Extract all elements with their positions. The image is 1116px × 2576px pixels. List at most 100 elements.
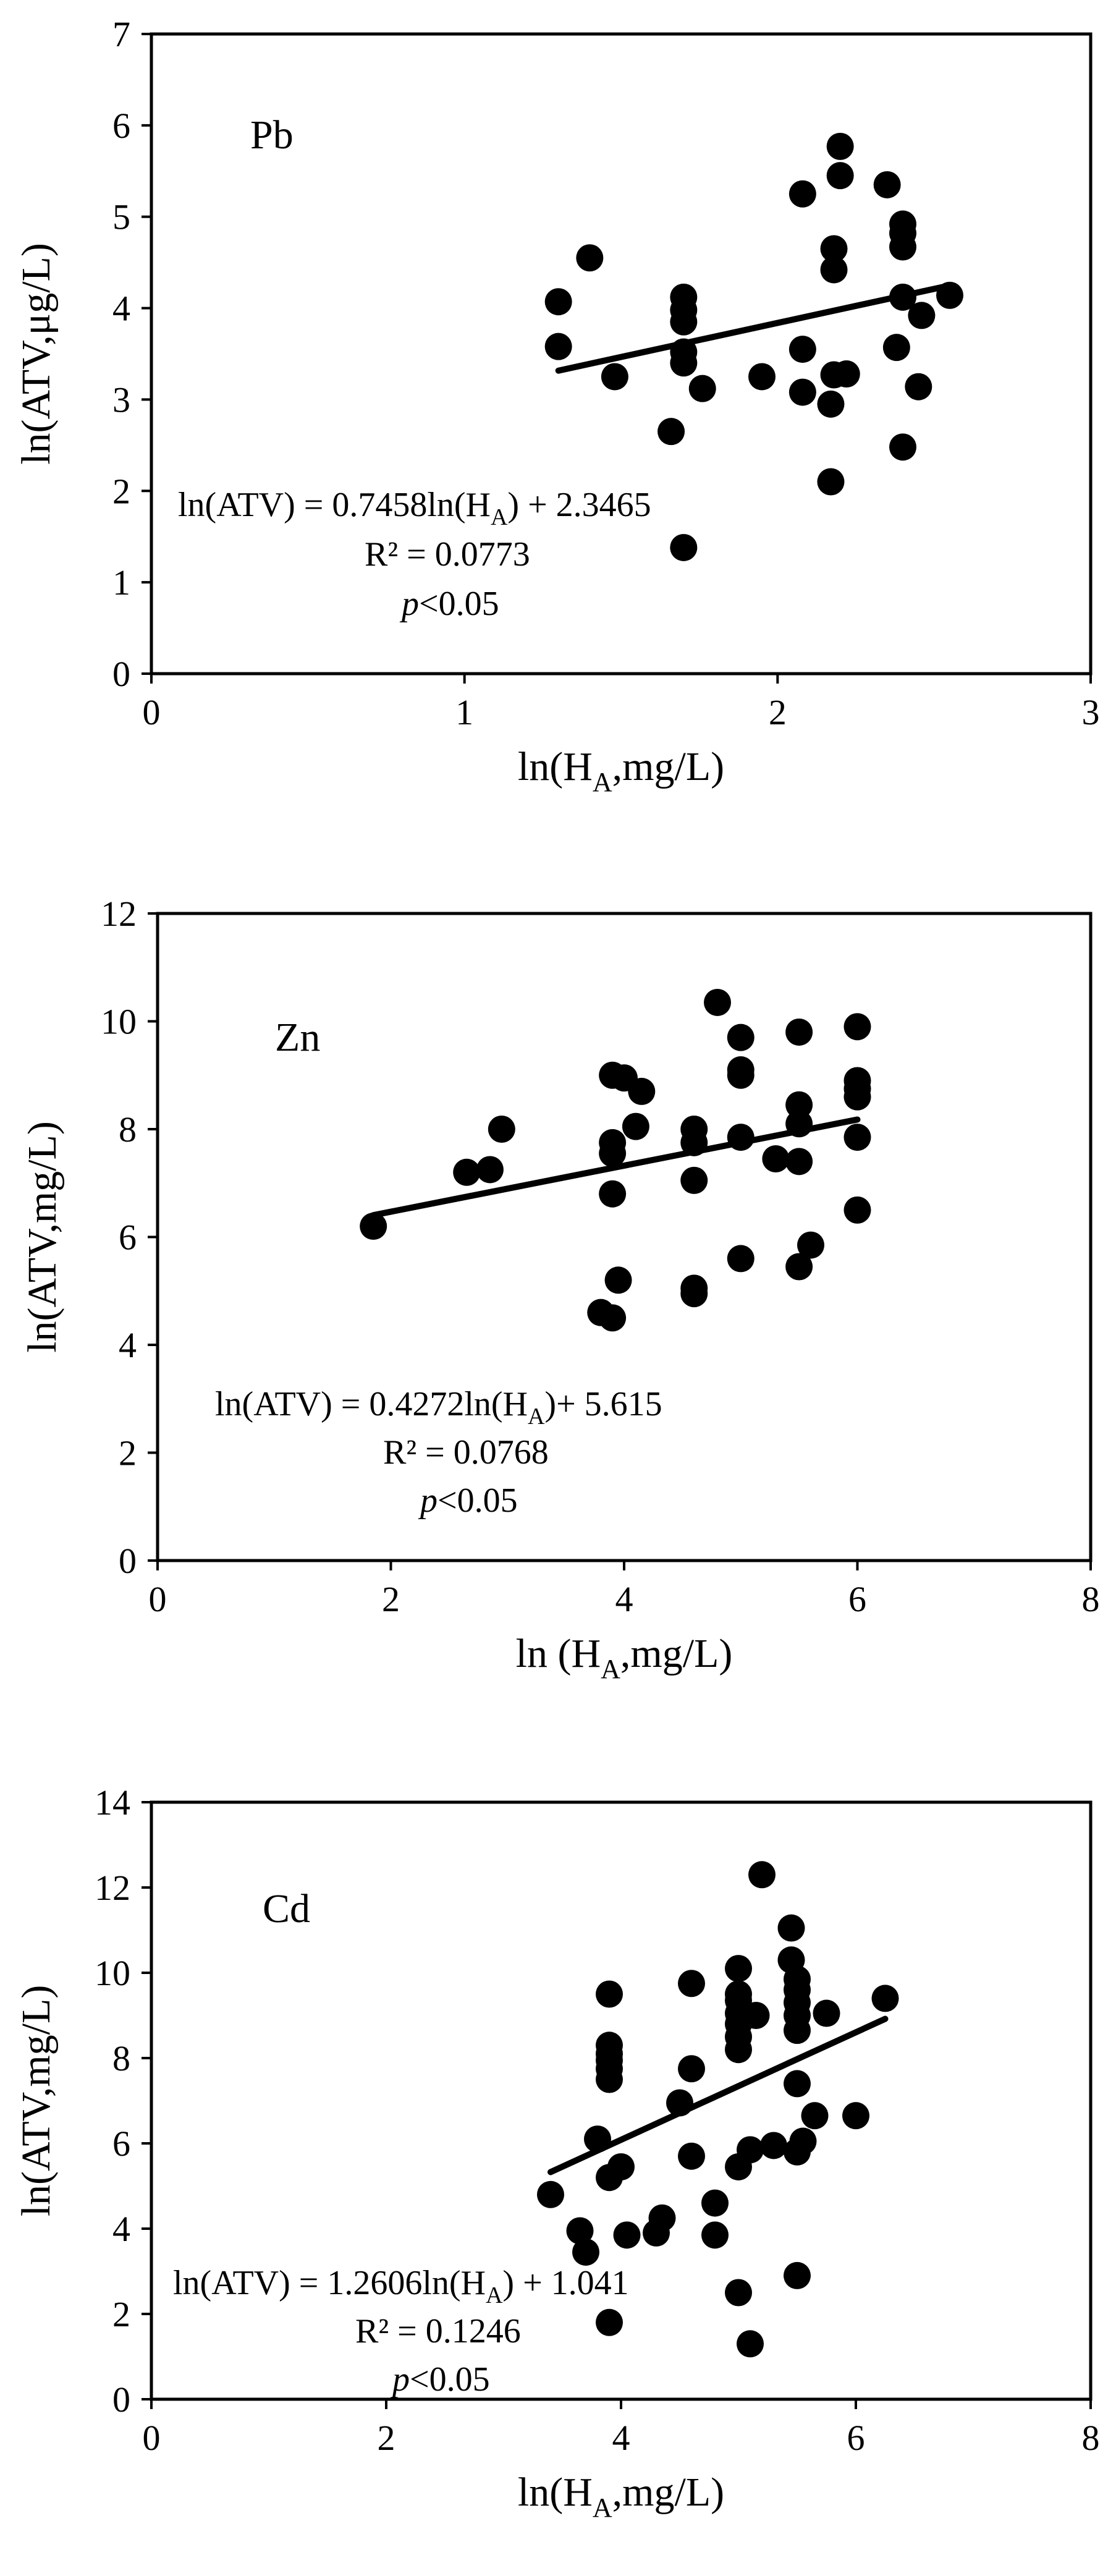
y-tick-label: 6 — [112, 2124, 130, 2164]
data-point — [670, 308, 698, 336]
data-point — [725, 1980, 752, 2008]
data-point — [843, 1124, 871, 1151]
x-tick-label: 0 — [143, 2418, 161, 2458]
data-point — [788, 378, 816, 406]
x-axis-title: ln(HA,mg/L) — [518, 744, 724, 797]
data-point — [544, 333, 572, 360]
y-tick-label: 4 — [119, 1325, 137, 1365]
y-tick-label: 4 — [112, 2209, 130, 2249]
y-tick-label: 0 — [119, 1541, 137, 1581]
panel-cd: 0 2 4 6 8 10 12 14 0 2 4 6 8 ln(HA,mg/L) ln(ATV,mg/L) C… — [14, 1782, 1099, 2523]
data-point — [599, 1180, 627, 1208]
y-tick-label: 0 — [112, 654, 130, 694]
data-point — [788, 180, 816, 208]
x-tick-label: 2 — [378, 2418, 395, 2458]
data-point — [688, 375, 716, 402]
data-point — [762, 1145, 790, 1172]
data-point — [727, 1245, 755, 1273]
data-point — [785, 1148, 813, 1176]
data-point — [826, 132, 854, 160]
y-tick-label: 2 — [112, 2294, 130, 2334]
data-point — [604, 1266, 632, 1294]
data-point — [784, 1965, 811, 1993]
r-squared: R² = 0.1246 — [355, 2312, 521, 2350]
x-axis-title: ln(HA,mg/L) — [518, 2470, 724, 2523]
data-point — [760, 2132, 787, 2159]
data-point — [889, 233, 916, 261]
data-point — [748, 1861, 776, 1889]
y-axis-title: ln(ATV,mg/L) — [20, 1121, 65, 1353]
regression-equation: ln(ATV) = 0.7458ln(HA) + 2.3465 — [178, 486, 651, 530]
data-point — [797, 1231, 824, 1259]
data-point — [628, 1077, 656, 1105]
data-point — [820, 235, 848, 263]
data-point — [544, 288, 572, 316]
data-point — [704, 988, 731, 1016]
y-tick-label: 6 — [119, 1218, 137, 1258]
y-tick-label: 12 — [101, 894, 137, 934]
x-tick-label: 0 — [149, 1579, 167, 1619]
data-point — [680, 1116, 708, 1143]
regression-equation: ln(ATV) = 0.4272ln(HA)+ 5.615 — [215, 1385, 662, 1430]
x-tick-label: 2 — [382, 1579, 400, 1619]
data-point — [889, 433, 916, 461]
data-point — [596, 2308, 623, 2336]
data-point — [826, 162, 854, 190]
data-point — [680, 1166, 708, 1194]
data-point — [908, 302, 936, 329]
data-point — [789, 2127, 817, 2155]
panel-label: Cd — [263, 1886, 310, 1931]
x-tick-label: 3 — [1082, 692, 1100, 732]
data-point — [727, 1023, 755, 1051]
data-point — [737, 2136, 764, 2164]
data-point — [607, 2153, 635, 2180]
trend-line — [547, 2015, 889, 2176]
data-point — [725, 1955, 752, 1983]
data-point — [905, 373, 932, 400]
data-point — [566, 2217, 594, 2245]
p-value: p<0.05 — [418, 1481, 518, 1520]
trend-line — [370, 1116, 861, 1219]
data-point — [817, 390, 845, 418]
data-point — [678, 2142, 705, 2170]
data-point — [813, 1999, 840, 2027]
data-point — [670, 533, 698, 561]
data-point — [727, 1056, 755, 1084]
data-point — [599, 1129, 627, 1156]
data-point — [599, 1304, 627, 1332]
data-point — [843, 1196, 871, 1224]
data-point — [476, 1156, 504, 1184]
y-tick-label: 8 — [112, 2038, 130, 2078]
data-point — [801, 2102, 829, 2130]
data-point — [572, 2238, 599, 2266]
data-point — [817, 468, 845, 496]
data-point — [678, 1970, 705, 1998]
data-point — [737, 2330, 764, 2358]
data-point — [882, 334, 910, 362]
data-point — [670, 349, 698, 377]
x-tick-label: 2 — [769, 692, 787, 732]
regression-equation: ln(ATV) = 1.2606ln(HA) + 1.041 — [173, 2264, 629, 2308]
data-point — [488, 1116, 515, 1143]
data-point — [785, 1018, 813, 1046]
data-point — [725, 2279, 752, 2307]
data-point — [680, 1274, 708, 1302]
x-tick-label: 6 — [848, 1579, 866, 1619]
x-tick-label: 8 — [1082, 2418, 1100, 2458]
trend-line — [555, 282, 953, 374]
y-axis-title: ln(ATV,mg/L) — [14, 1985, 59, 2217]
y-tick-label: 3 — [112, 379, 130, 420]
y-tick-label: 5 — [112, 197, 130, 237]
data-point — [785, 1253, 813, 1281]
x-tick-label: 0 — [143, 692, 161, 732]
data-point — [871, 1985, 899, 2012]
data-point — [678, 2055, 705, 2083]
data-point — [596, 2032, 623, 2059]
data-point — [785, 1091, 813, 1119]
y-tick-label: 1 — [112, 562, 130, 603]
data-point — [788, 336, 816, 363]
panel-label: Zn — [275, 1015, 320, 1060]
y-tick-label: 6 — [112, 106, 130, 146]
data-point — [657, 418, 685, 446]
data-point — [777, 1914, 805, 1942]
